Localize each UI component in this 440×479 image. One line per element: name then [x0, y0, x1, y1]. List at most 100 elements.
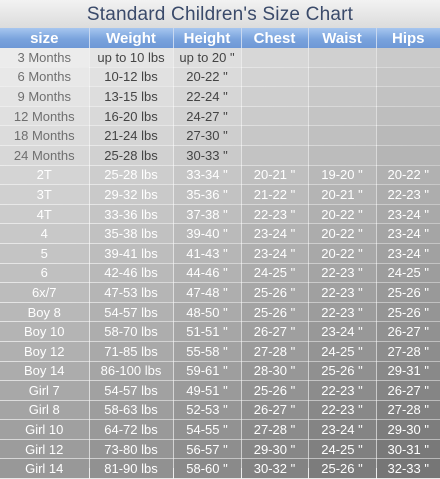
- cell-chest: 23-24 ": [241, 223, 309, 244]
- chart-title: Standard Children's Size Chart: [0, 0, 440, 28]
- column-header-chest: Chest: [241, 28, 309, 48]
- cell-weight: up to 10 lbs: [89, 48, 174, 68]
- table-body: 3 Months up to 10 lbs up to 20 " 6 Months 10…: [0, 48, 440, 479]
- header-row: size Weight Height Chest Waist Hips: [0, 28, 440, 48]
- cell-waist: [308, 145, 377, 166]
- cell-hips: [376, 125, 440, 146]
- cell-chest: 25-26 ": [241, 282, 309, 303]
- size-table: size Weight Height Chest Waist Hips 3 Mo…: [0, 28, 440, 479]
- cell-weight: 42-46 lbs: [89, 263, 174, 284]
- cell-weight: 29-32 lbs: [89, 184, 174, 205]
- cell-size: Boy 12: [0, 341, 90, 362]
- cell-hips: 29-31 ": [376, 361, 440, 382]
- cell-weight: 25-28 lbs: [89, 145, 174, 166]
- cell-waist: 22-23 ": [308, 400, 377, 421]
- cell-weight: 58-63 lbs: [89, 400, 174, 421]
- cell-waist: 22-23 ": [308, 263, 377, 284]
- cell-hips: 29-30 ": [376, 419, 440, 440]
- cell-size: 4T: [0, 204, 90, 225]
- cell-chest: [241, 48, 309, 68]
- cell-chest: 21-22 ": [241, 184, 309, 205]
- table-row: 6 Months 10-12 lbs 20-22 ": [0, 67, 440, 88]
- cell-height: 30-33 ": [173, 145, 242, 166]
- cell-height: 58-60 ": [173, 458, 242, 479]
- cell-hips: [376, 86, 440, 107]
- cell-hips: 32-33 ": [376, 458, 440, 479]
- cell-size: Girl 8: [0, 400, 90, 421]
- cell-height: 51-51 ": [173, 321, 242, 342]
- cell-hips: 27-28 ": [376, 400, 440, 421]
- table-row: Boy 14 86-100 lbs 59-61 " 28-30 " 25-26 " 29-…: [0, 361, 440, 382]
- table-row: 6 42-46 lbs 44-46 " 24-25 " 22-23 " 24-25 ": [0, 263, 440, 284]
- column-header-height: Height: [173, 28, 242, 48]
- cell-height: 37-38 ": [173, 204, 242, 225]
- cell-height: 35-36 ": [173, 184, 242, 205]
- cell-size: Girl 7: [0, 380, 90, 401]
- cell-hips: 23-24 ": [376, 243, 440, 264]
- cell-size: 6: [0, 263, 90, 284]
- cell-height: 55-58 ": [173, 341, 242, 362]
- cell-hips: 25-26 ": [376, 282, 440, 303]
- cell-chest: [241, 67, 309, 88]
- cell-height: 47-48 ": [173, 282, 242, 303]
- cell-chest: 30-32 ": [241, 458, 309, 479]
- cell-weight: 47-53 lbs: [89, 282, 174, 303]
- cell-weight: 21-24 lbs: [89, 125, 174, 146]
- cell-chest: [241, 86, 309, 107]
- cell-height: 59-61 ": [173, 361, 242, 382]
- cell-waist: [308, 125, 377, 146]
- table-row: Boy 12 71-85 lbs 55-58 " 27-28 " 24-25 " 27-2…: [0, 341, 440, 362]
- cell-weight: 10-12 lbs: [89, 67, 174, 88]
- cell-chest: 25-26 ": [241, 380, 309, 401]
- table-row: 12 Months 16-20 lbs 24-27 ": [0, 106, 440, 127]
- cell-waist: 20-21 ": [308, 184, 377, 205]
- cell-hips: [376, 48, 440, 68]
- cell-height: 52-53 ": [173, 400, 242, 421]
- cell-height: 56-57 ": [173, 439, 242, 460]
- cell-hips: 26-27 ": [376, 321, 440, 342]
- table-row: Boy 10 58-70 lbs 51-51 " 26-27 " 23-24 " 26-2…: [0, 321, 440, 342]
- cell-chest: [241, 106, 309, 127]
- table-row: 4T 33-36 lbs 37-38 " 22-23 " 20-22 " 23-24 ": [0, 204, 440, 225]
- cell-hips: 24-25 ": [376, 263, 440, 284]
- cell-hips: 23-24 ": [376, 223, 440, 244]
- cell-waist: 20-22 ": [308, 243, 377, 264]
- cell-size: 6 Months: [0, 67, 90, 88]
- cell-waist: 19-20 ": [308, 165, 377, 186]
- cell-size: 6x/7: [0, 282, 90, 303]
- cell-weight: 71-85 lbs: [89, 341, 174, 362]
- cell-waist: [308, 67, 377, 88]
- cell-hips: [376, 145, 440, 166]
- table-row: 3 Months up to 10 lbs up to 20 ": [0, 48, 440, 68]
- cell-waist: 22-23 ": [308, 302, 377, 323]
- table-row: 5 39-41 lbs 41-43 " 23-24 " 20-22 " 23-24 ": [0, 243, 440, 264]
- table-row: Boy 8 54-57 lbs 48-50 " 25-26 " 22-23 " 25-26…: [0, 302, 440, 323]
- cell-size: Boy 10: [0, 321, 90, 342]
- cell-weight: 33-36 lbs: [89, 204, 174, 225]
- cell-weight: 86-100 lbs: [89, 361, 174, 382]
- cell-weight: 39-41 lbs: [89, 243, 174, 264]
- cell-hips: 30-31 ": [376, 439, 440, 460]
- cell-chest: 26-27 ": [241, 321, 309, 342]
- cell-chest: 29-30 ": [241, 439, 309, 460]
- cell-waist: 24-25 ": [308, 341, 377, 362]
- cell-height: 24-27 ": [173, 106, 242, 127]
- cell-height: 44-46 ": [173, 263, 242, 284]
- table-row: Girl 8 58-63 lbs 52-53 " 26-27 " 22-23 " 27-2…: [0, 400, 440, 421]
- cell-weight: 25-28 lbs: [89, 165, 174, 186]
- cell-height: 41-43 ": [173, 243, 242, 264]
- cell-chest: 27-28 ": [241, 419, 309, 440]
- table-row: 9 Months 13-15 lbs 22-24 ": [0, 86, 440, 107]
- cell-hips: [376, 106, 440, 127]
- table-row: 2T 25-28 lbs 33-34 " 20-21 " 19-20 " 20-22 ": [0, 165, 440, 186]
- cell-size: Girl 10: [0, 419, 90, 440]
- cell-waist: 22-23 ": [308, 282, 377, 303]
- cell-chest: 22-23 ": [241, 204, 309, 225]
- column-header-size: size: [0, 28, 90, 48]
- cell-size: 3T: [0, 184, 90, 205]
- cell-size: 2T: [0, 165, 90, 186]
- cell-chest: 27-28 ": [241, 341, 309, 362]
- cell-weight: 64-72 lbs: [89, 419, 174, 440]
- cell-hips: 22-23 ": [376, 184, 440, 205]
